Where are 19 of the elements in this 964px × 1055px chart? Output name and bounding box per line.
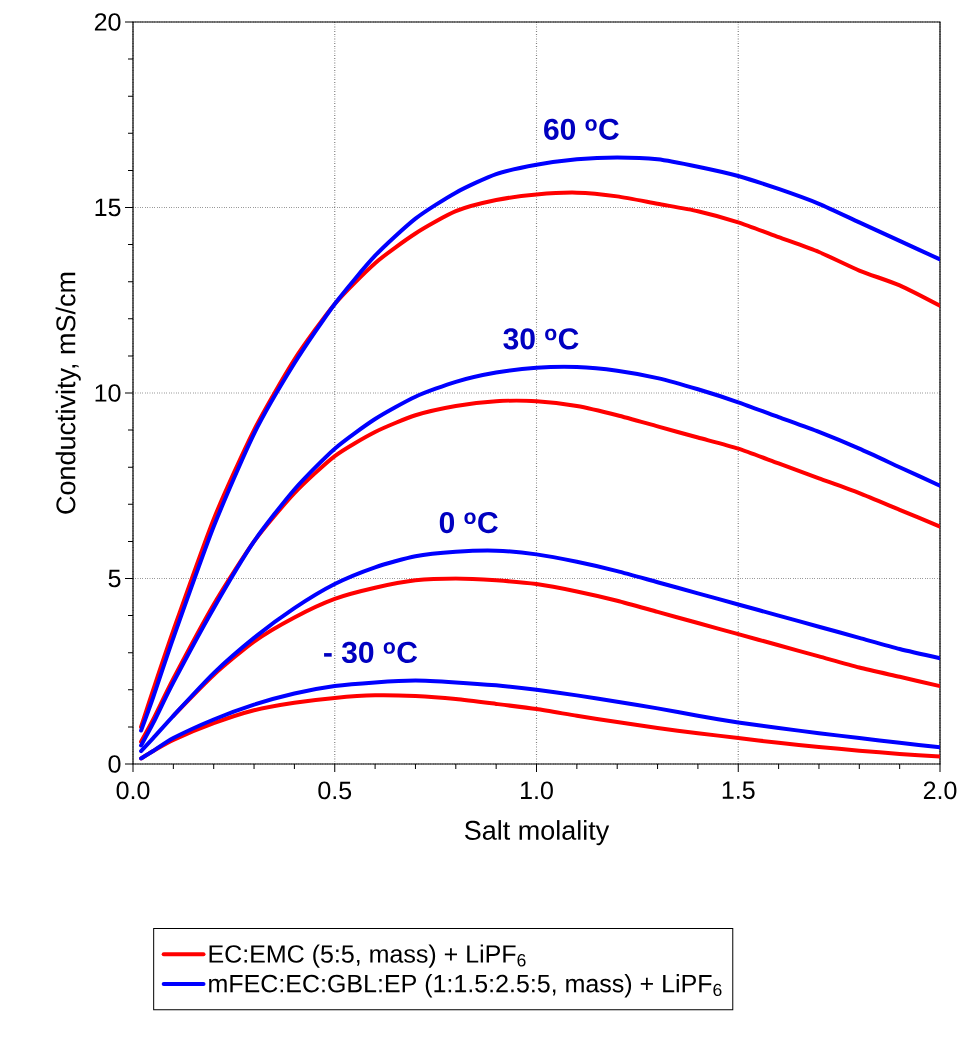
annotation: 60 $^{o}$C: [544, 118, 619, 140]
legend-label: mFEC:EC:GBL:EP (1:1.5:2.5:5, mass) + LiPF$_{6}$: [209, 974, 722, 998]
y-tick-label: 0: [108, 755, 121, 773]
y-tick-label: 10: [95, 384, 121, 402]
x-tick-label: 1.5: [722, 781, 755, 799]
annotation: - 30 $^{o}$C: [324, 641, 418, 663]
x-tick-label: 0.0: [116, 781, 150, 800]
x-axis-title: Salt molality: [464, 820, 610, 846]
annotation: 30 $^{o}$C: [503, 328, 579, 350]
x-tick-label: 1.0: [521, 781, 553, 800]
annotation: 0 $^{o}$C: [439, 511, 498, 534]
y-tick-label: 15: [95, 198, 121, 217]
x-tick-label: 2.0: [923, 781, 957, 800]
y-tick-label: 20: [94, 13, 121, 31]
y-tick-label: 5: [108, 569, 121, 588]
legend-label: EC:EMC (5:5, mass) + LiPF$_{6}$: [209, 944, 526, 968]
y-axis-title: Conductivity, mS/cm: [55, 272, 81, 514]
x-tick-label: 0.5: [318, 781, 352, 800]
line-series: [139, 678, 941, 761]
